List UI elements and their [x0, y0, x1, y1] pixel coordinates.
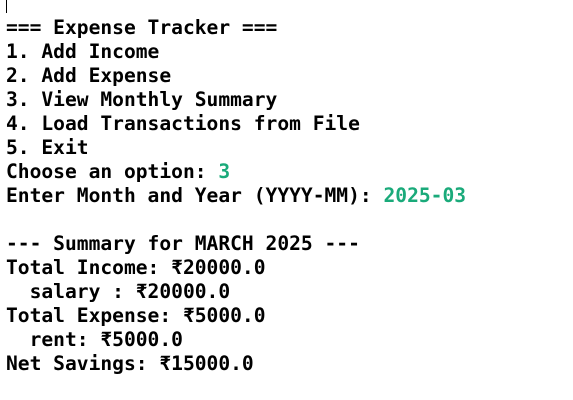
menu-option-add-expense: 2. Add Expense [6, 64, 172, 87]
total-expense-line: Total Expense: ₹5000.0 [6, 304, 266, 327]
menu-option-add-income: 1. Add Income [6, 40, 160, 63]
choose-option-label: Choose an option: [6, 160, 219, 183]
month-year-input: 2025-03 [383, 184, 467, 207]
choose-option-prompt: Choose an option: 3 [6, 160, 573, 184]
month-year-label: Enter Month and Year (YYYY-MM): [6, 184, 384, 207]
text-cursor [6, 0, 7, 13]
expense-item-rent: rent: ₹5000.0 [6, 328, 183, 351]
menu-option-view-summary: 3. View Monthly Summary [6, 88, 278, 111]
summary-header: --- Summary for MARCH 2025 --- [6, 232, 360, 255]
choose-option-input: 3 [218, 160, 231, 183]
income-item-salary: salary : ₹20000.0 [6, 280, 231, 303]
menu-title: === Expense Tracker === [6, 16, 278, 39]
menu-option-exit: 5. Exit [6, 136, 89, 159]
menu-option-load-transactions: 4. Load Transactions from File [6, 112, 360, 135]
net-savings-line: Net Savings: ₹15000.0 [6, 352, 254, 375]
blank-line [6, 208, 573, 232]
total-income-line: Total Income: ₹20000.0 [6, 256, 266, 279]
month-year-prompt: Enter Month and Year (YYYY-MM): 2025-03 [6, 184, 573, 208]
